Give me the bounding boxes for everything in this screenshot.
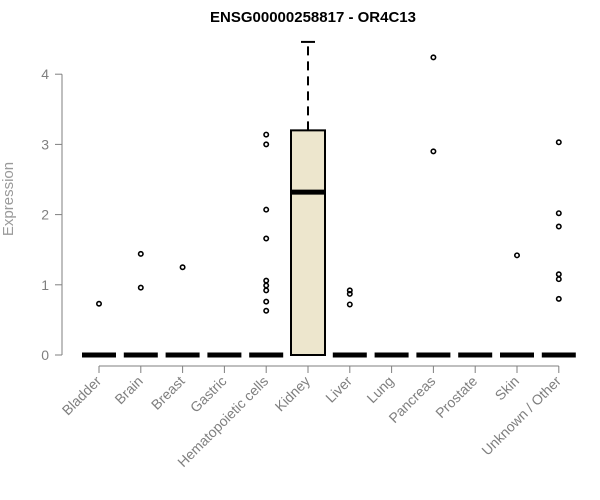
chart-title: ENSG00000258817 - OR4C13 [210, 9, 416, 26]
box-kidney [290, 40, 326, 356]
outlier-point [263, 235, 270, 242]
y-axis: 0 1 2 3 4 [41, 66, 63, 363]
box-brain [123, 250, 158, 358]
outlier-point [263, 277, 270, 284]
box-hematopoietic-cells [249, 131, 284, 358]
outlier-point [430, 148, 437, 155]
outlier-point [179, 264, 186, 271]
box-body [290, 129, 326, 356]
box-skin [500, 252, 534, 358]
y-tick-label: 4 [41, 66, 49, 82]
box-pancreas [416, 54, 451, 358]
box-liver [332, 287, 367, 358]
outlier-point [263, 131, 270, 138]
box-bladder [82, 300, 116, 358]
outlier-point [346, 287, 353, 294]
y-tick-label: 1 [41, 277, 49, 293]
x-tick-label: Lung [363, 373, 396, 406]
x-tick-label: Unknown / Other [478, 373, 564, 459]
x-tick-label: Bladder [59, 373, 105, 419]
box-unknown-other [541, 139, 576, 358]
outlier-point [96, 300, 103, 307]
outlier-point [555, 276, 562, 283]
outlier-point [513, 252, 520, 259]
outlier-point [555, 271, 562, 278]
outlier-point [137, 250, 144, 257]
outlier-point [555, 223, 562, 230]
outlier-point [263, 287, 270, 294]
outlier-point [555, 295, 562, 302]
x-tick-label: Breast [148, 373, 188, 413]
y-tick-label: 3 [41, 136, 49, 152]
box-breast [165, 264, 200, 358]
outlier-point [430, 54, 437, 61]
y-tick-label: 2 [41, 207, 49, 223]
x-tick-label: Liver [322, 373, 355, 406]
outlier-point [263, 141, 270, 148]
outlier-point [263, 307, 270, 314]
outlier-point [137, 284, 144, 291]
outlier-point [346, 301, 353, 308]
x-tick-label: Kidney [272, 373, 314, 415]
y-axis-label: Expression [0, 162, 17, 236]
y-tick-label: 0 [41, 347, 49, 363]
outlier-point [263, 298, 270, 305]
x-tick-label: Prostate [432, 373, 480, 421]
outlier-point [263, 206, 270, 213]
x-tick-label: Skin [492, 373, 523, 404]
x-tick-label: Brain [111, 373, 145, 407]
boxes-layer [82, 40, 576, 358]
outlier-point [555, 139, 562, 146]
outlier-point [263, 282, 270, 289]
outlier-point [555, 210, 562, 217]
outlier-point [346, 290, 353, 297]
